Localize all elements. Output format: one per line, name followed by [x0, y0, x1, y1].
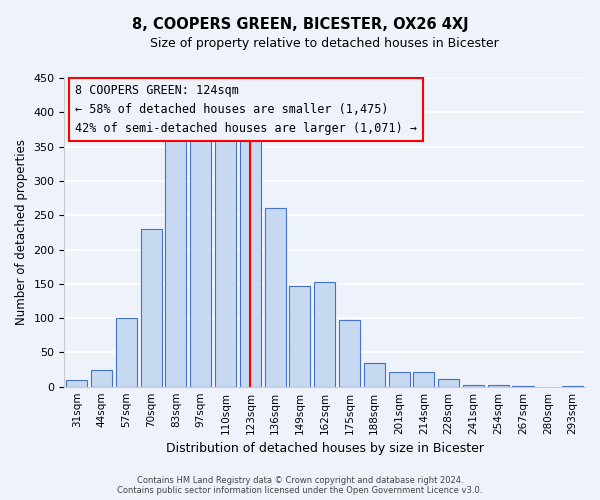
Bar [364, 362, 385, 386]
Bar [339, 320, 360, 386]
Bar [166, 136, 187, 386]
Bar [190, 133, 211, 386]
Bar [389, 372, 410, 386]
Bar [314, 282, 335, 387]
Bar [66, 380, 88, 386]
Bar [289, 286, 310, 386]
Title: Size of property relative to detached houses in Bicester: Size of property relative to detached ho… [151, 38, 499, 51]
Bar [265, 208, 286, 386]
Text: Contains HM Land Registry data © Crown copyright and database right 2024.
Contai: Contains HM Land Registry data © Crown c… [118, 476, 482, 495]
Y-axis label: Number of detached properties: Number of detached properties [15, 140, 28, 326]
Text: 8 COOPERS GREEN: 124sqm
← 58% of detached houses are smaller (1,475)
42% of semi: 8 COOPERS GREEN: 124sqm ← 58% of detache… [75, 84, 417, 135]
Bar [413, 372, 434, 386]
Bar [116, 318, 137, 386]
Bar [438, 379, 459, 386]
X-axis label: Distribution of detached houses by size in Bicester: Distribution of detached houses by size … [166, 442, 484, 455]
Bar [215, 130, 236, 386]
Bar [91, 370, 112, 386]
Bar [240, 141, 261, 386]
Bar [140, 229, 162, 386]
Text: 8, COOPERS GREEN, BICESTER, OX26 4XJ: 8, COOPERS GREEN, BICESTER, OX26 4XJ [131, 18, 469, 32]
